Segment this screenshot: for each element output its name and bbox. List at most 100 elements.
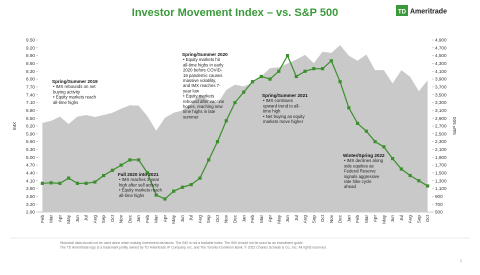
annotation-line: • Equity markets reach: [119, 188, 163, 193]
annotation-title: Fall 2020 into 2021: [118, 172, 159, 177]
marker: [399, 167, 403, 171]
annotation-line: year low: [183, 88, 200, 93]
y2-tick-label: 2,700: [435, 124, 447, 129]
x-tick-label: Apr: [373, 215, 378, 223]
y-tick-label: 9.20: [26, 45, 35, 50]
x-tick-label: Apr: [57, 215, 62, 223]
x-tick-label: Dec: [338, 214, 343, 223]
marker: [110, 168, 115, 172]
annotation-line: • IMX declines along: [344, 158, 384, 163]
annotation-line: summer: [183, 114, 199, 119]
marker: [189, 183, 193, 187]
x-tick-label: Mar: [364, 215, 369, 223]
x-tick-label: Aug: [197, 215, 202, 224]
marker: [154, 193, 158, 197]
y2-tick-label: 900: [435, 194, 443, 199]
annotation-title: Spring/Summer 2019: [52, 79, 98, 84]
x-tick-label: Sep: [311, 215, 316, 224]
x-tick-label: Sep: [206, 215, 211, 224]
x-tick-label: Nov: [224, 214, 229, 223]
marker: [145, 171, 150, 175]
y-tick-label: 2.90: [26, 210, 35, 215]
x-tick-label: Jun: [390, 215, 395, 223]
y-tick-label: 8.90: [26, 53, 35, 58]
annotation-line: rebound after vaccine: [183, 99, 225, 104]
marker: [198, 176, 202, 180]
annotation-line: time high: [263, 109, 281, 114]
marker: [242, 90, 246, 94]
y-tick-label: 8.60: [26, 61, 35, 66]
marker: [320, 67, 325, 71]
marker: [67, 176, 71, 180]
y2-tick-label: 1,500: [435, 171, 447, 176]
marker: [207, 158, 211, 162]
x-tick-label: May: [171, 214, 176, 223]
y2-tick-label: 2,300: [435, 139, 447, 144]
y2-tick-label: 2,900: [435, 116, 447, 121]
marker: [84, 181, 88, 185]
x-tick-label: Dec: [127, 214, 132, 223]
marker: [172, 189, 176, 193]
x-tick-label: Jul: [399, 215, 404, 221]
y-tick-label: 4.70: [26, 163, 35, 168]
marker: [163, 197, 167, 201]
x-tick-label: Mar: [259, 215, 264, 223]
marker: [259, 74, 263, 79]
marker: [285, 54, 290, 58]
marker: [40, 181, 44, 185]
annotation-line: ahead: [344, 184, 357, 189]
marker: [268, 77, 272, 81]
area: [42, 45, 428, 212]
x-tick-label: Oct: [425, 214, 430, 222]
annotation-line: • IMX rebounds on net: [53, 84, 96, 89]
marker: [58, 181, 62, 185]
marker: [338, 80, 342, 84]
marker: [417, 179, 421, 183]
marker: [382, 145, 386, 149]
annotation-line: • Equity markets hit: [183, 57, 221, 62]
x-tick-label: Oct: [110, 214, 115, 222]
y-tick-label: 7.70: [26, 85, 35, 90]
marker: [180, 185, 185, 189]
x-tick-label: Jan: [136, 215, 141, 223]
annotation-line: 2020 before COVID-: [183, 68, 223, 73]
x-tick-label: Mar: [49, 215, 54, 223]
x-tick-label: Oct: [215, 214, 220, 222]
x-tick-label: Nov: [119, 214, 124, 223]
x-tick-label: Apr: [268, 215, 273, 223]
y2-tick-label: 1,100: [435, 186, 447, 191]
marker: [294, 74, 298, 79]
x-tick-label: Jun: [75, 215, 80, 223]
marker: [224, 119, 228, 123]
annotation-line: massive volatility,: [183, 78, 216, 83]
annotation-line: Federal Reserve: [344, 169, 376, 174]
y-tick-label: 5.00: [26, 155, 35, 160]
annotation-line: • Equity markets: [183, 94, 214, 99]
x-tick-label: May: [381, 214, 386, 223]
y2-tick-label: 3,100: [435, 108, 447, 113]
marker: [312, 67, 316, 71]
marker: [137, 158, 141, 162]
x-tick-label: Oct: [320, 214, 325, 222]
annotation-line: hopes, reaching new: [183, 104, 224, 109]
logo-mark: TD: [398, 10, 407, 16]
y-tick-label: 6.80: [26, 108, 35, 113]
y-axis-label: IMX: [12, 122, 17, 130]
marker: [355, 121, 360, 125]
x-tick-label: Jan: [241, 215, 246, 223]
chart-title: Investor Movement Index – vs. S&P 500: [132, 7, 338, 19]
marker: [119, 163, 123, 167]
x-tick-label: Feb: [355, 215, 360, 223]
y-tick-label: 7.10: [26, 100, 35, 105]
annotation-title: Winter/Spring 2022: [343, 153, 385, 158]
annotation-line: all-time highs in early: [183, 62, 224, 67]
y-tick-label: 5.90: [26, 131, 35, 136]
y-tick-label: 6.20: [26, 124, 35, 129]
x-tick-label: Jul: [84, 215, 89, 221]
y-tick-label: 4.40: [26, 171, 35, 176]
y2-tick-label: 4,500: [435, 53, 447, 58]
annotation-line: • Equity markets reach: [53, 95, 97, 100]
page-number: 1: [460, 259, 462, 263]
y2-tick-label: 4,900: [435, 38, 447, 43]
